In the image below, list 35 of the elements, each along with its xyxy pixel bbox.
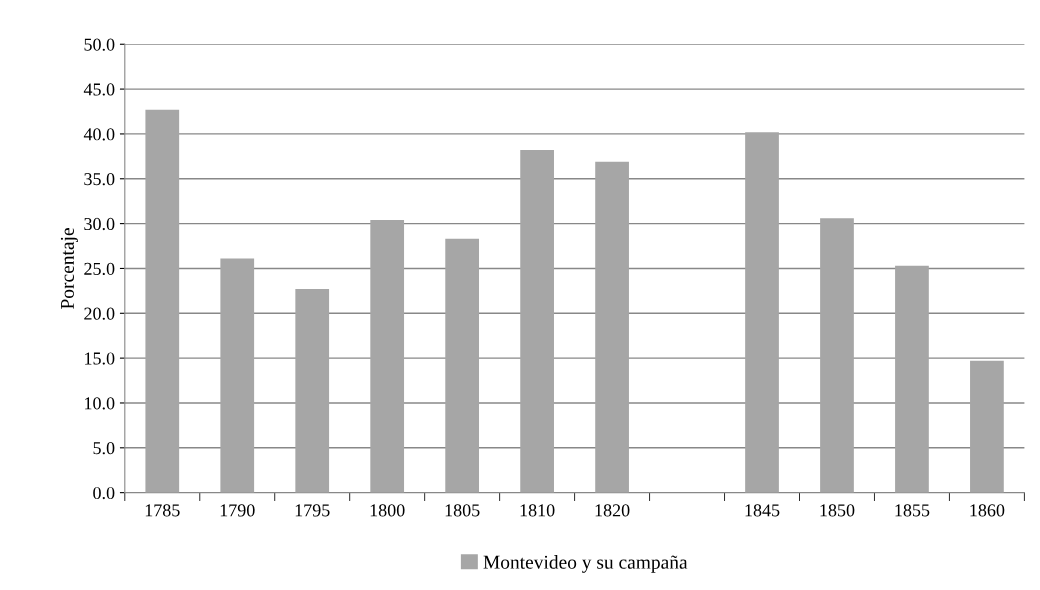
x-tick-label: 1860 <box>970 504 1005 517</box>
x-tick-label: 1810 <box>520 504 555 517</box>
x-tick-label: 1855 <box>895 504 930 517</box>
y-tick-label: 40.0 <box>83 128 115 141</box>
y-axis-title: Porcentaje <box>60 228 78 309</box>
y-tick-label: 0.0 <box>93 486 115 500</box>
y-tick-label: 50.0 <box>84 38 115 51</box>
x-tick-label: 1785 <box>145 504 180 517</box>
x-tick-label: 1845 <box>745 504 780 517</box>
x-tick-label: 1850 <box>820 504 855 517</box>
bar <box>145 109 180 493</box>
bar <box>520 150 554 493</box>
x-tick-label: 1805 <box>445 504 480 517</box>
bar <box>820 218 854 493</box>
bar <box>745 132 779 493</box>
y-tick-label: 45.0 <box>83 83 115 96</box>
x-tick-label: 1795 <box>295 504 330 517</box>
bar <box>295 289 330 493</box>
x-tick-label: 1820 <box>595 504 630 517</box>
bar <box>445 238 480 493</box>
bar <box>220 258 255 493</box>
x-tick-label: 1800 <box>370 504 405 517</box>
bar <box>970 360 1004 493</box>
legend-label: Montevideo y su campaña <box>483 555 688 573</box>
y-tick-label: 15.0 <box>85 352 115 365</box>
y-tick-label: 30.0 <box>84 217 115 231</box>
y-tick-label: 35.0 <box>84 173 115 186</box>
y-tick-label: 5.0 <box>93 442 115 455</box>
x-tick-label: 1790 <box>220 504 255 517</box>
bar <box>595 161 629 493</box>
y-tick-label: 10.0 <box>85 397 115 410</box>
y-tick-label: 20.0 <box>84 307 115 320</box>
y-tick-label: 25.0 <box>84 262 115 275</box>
bar <box>895 265 929 493</box>
bar <box>370 220 405 493</box>
